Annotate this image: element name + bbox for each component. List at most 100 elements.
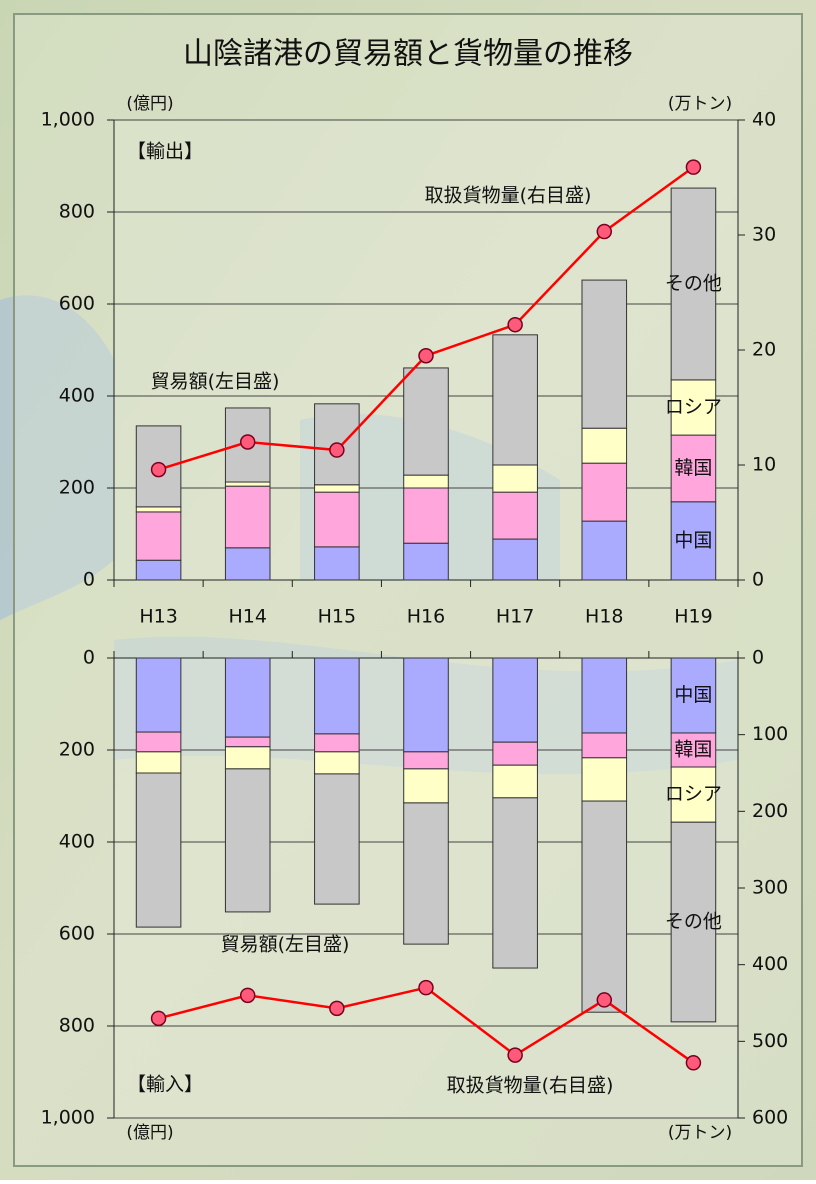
y2-unit-label: (万トン): [668, 94, 732, 114]
bar-segment: [670, 732, 717, 768]
bar-segment: [403, 751, 449, 770]
line-marker: [329, 442, 345, 458]
annotation: 貿易額(左目盛): [151, 371, 280, 393]
x-tick-label: H14: [228, 606, 266, 628]
y2-unit-label: (万トン): [668, 1123, 732, 1143]
x-tick-label: H17: [496, 606, 534, 628]
bar-segment: [314, 484, 360, 493]
line-marker: [685, 1055, 702, 1071]
line-marker: [685, 159, 702, 175]
bar-segment: [314, 773, 360, 905]
bar-segment: [135, 772, 182, 928]
bar-segment: [670, 821, 717, 1023]
x-tick-label: H16: [407, 606, 445, 628]
series-label: その他: [665, 272, 722, 294]
line-marker: [418, 979, 434, 996]
y-tick-label: 800: [59, 201, 95, 223]
line-marker: [329, 1000, 345, 1017]
y2-tick-label: 30: [752, 224, 776, 246]
bar-segment: [581, 800, 628, 1013]
y-tick-label: 400: [59, 385, 95, 407]
bar-segment: [224, 736, 271, 748]
bar-segment: [314, 546, 360, 581]
line-marker: [239, 434, 256, 450]
y2-tick-label: 0: [752, 647, 764, 669]
x-tick-label: H18: [585, 606, 623, 628]
panel-label: 【輸入】: [127, 1074, 203, 1096]
x-tick-label: H19: [674, 606, 712, 628]
x-tick-label: H13: [139, 606, 177, 628]
bar-segment: [314, 657, 360, 735]
bar-segment: [403, 487, 449, 544]
bar-segment: [581, 757, 628, 802]
bar-segment: [492, 657, 538, 743]
series-label: 中国: [674, 684, 712, 706]
y-tick-label: 400: [59, 831, 95, 853]
bar-segment: [492, 464, 538, 493]
bar-segment: [492, 741, 538, 766]
bar-segment: [314, 491, 360, 548]
bar-segment: [492, 797, 538, 969]
line-marker: [596, 223, 613, 240]
line-label: 取扱貨物量(右目盛): [425, 185, 592, 207]
bar-segment: [581, 427, 628, 464]
bar-segment: [581, 657, 628, 734]
y-tick-label: 800: [59, 1015, 95, 1037]
series-label: 韓国: [674, 739, 712, 761]
line-marker: [239, 987, 256, 1004]
bar-segment: [670, 187, 717, 381]
bar-segment: [670, 766, 717, 823]
y2-tick-label: 400: [752, 953, 788, 975]
bar-segment: [403, 657, 449, 753]
y-tick-label: 1,000: [41, 1107, 95, 1129]
bar-segment: [581, 279, 628, 429]
line-marker: [418, 348, 434, 364]
bar-segment: [135, 506, 182, 513]
line-marker: [150, 461, 167, 478]
line-marker: [507, 1047, 523, 1063]
y2-tick-label: 20: [752, 339, 776, 361]
y2-tick-label: 500: [752, 1030, 788, 1052]
bar-segment: [670, 657, 717, 734]
y-tick-label: 200: [59, 477, 95, 499]
series-label: 韓国: [674, 457, 712, 479]
series-label: 中国: [674, 529, 712, 551]
y2-tick-label: 100: [752, 723, 788, 745]
y-tick-label: 600: [59, 923, 95, 945]
bar-segment: [492, 491, 538, 540]
y-unit-label: (億円): [126, 94, 173, 114]
bar-segment: [135, 657, 182, 733]
bar-segment: [492, 334, 538, 466]
bar-segment: [403, 768, 449, 804]
y2-tick-label: 40: [752, 109, 776, 131]
bar-segment: [670, 379, 717, 436]
bar-segment: [581, 520, 628, 581]
y-tick-label: 0: [83, 647, 95, 669]
line-marker: [596, 992, 613, 1008]
y2-tick-label: 10: [752, 454, 776, 476]
y2-tick-label: 300: [752, 877, 788, 899]
annotation: 貿易額(左目盛): [221, 934, 350, 956]
bar-segment: [224, 481, 271, 487]
bar-segment: [224, 547, 271, 581]
bar-segment: [224, 768, 271, 913]
chart-title: 山陰諸港の貿易額と貨物量の推移: [183, 37, 633, 72]
series-label: ロシア: [665, 783, 722, 805]
y-tick-label: 200: [59, 739, 95, 761]
bar-segment: [135, 511, 182, 561]
x-tick-label: H15: [318, 606, 356, 628]
y2-tick-label: 600: [752, 1107, 788, 1129]
y2-tick-label: 0: [752, 569, 764, 591]
bar-segment: [224, 485, 271, 549]
y-unit-label: (億円): [126, 1123, 173, 1143]
bar-segment: [314, 733, 360, 753]
bar-segment: [403, 542, 449, 581]
bar-segment: [670, 434, 717, 503]
bar-segment: [314, 751, 360, 775]
line-marker: [150, 1010, 167, 1027]
y-tick-label: 600: [59, 293, 95, 315]
bar-segment: [403, 474, 449, 489]
bar-segment: [581, 732, 628, 759]
